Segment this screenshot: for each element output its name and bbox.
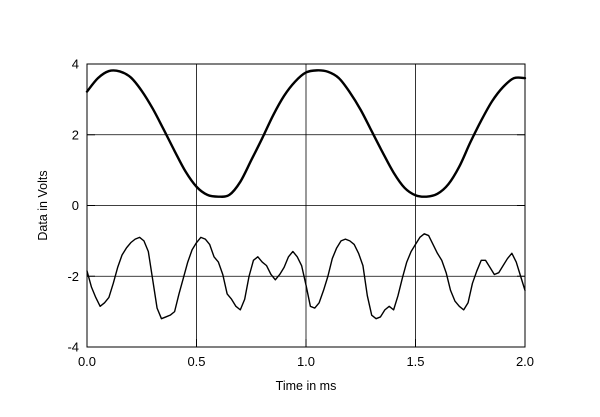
series-line-2 (86, 233, 526, 320)
x-tick-label: 0.0 (78, 354, 96, 369)
series-layer (85, 69, 527, 320)
grid (87, 64, 525, 347)
y-tick-label: 0 (72, 198, 79, 213)
y-tick-label: -2 (67, 269, 79, 284)
y-axis-title: Data in Volts (36, 170, 50, 240)
y-tick-label: -4 (67, 340, 79, 355)
y-tick-label: 2 (72, 127, 79, 142)
x-tick-label: 1.5 (406, 354, 424, 369)
tick-labels: 0.0 0.5 1.0 1.5 2.0 4 2 0 -2 -4 (67, 57, 534, 370)
x-tick-label: 1.0 (297, 354, 315, 369)
y-tick-label: 4 (72, 57, 79, 72)
plot-frame (86, 63, 526, 348)
x-axis-title: Time in ms (276, 379, 337, 393)
series-line-1 (85, 69, 527, 198)
x-tick-label: 0.5 (187, 354, 205, 369)
x-tick-label: 2.0 (516, 354, 534, 369)
